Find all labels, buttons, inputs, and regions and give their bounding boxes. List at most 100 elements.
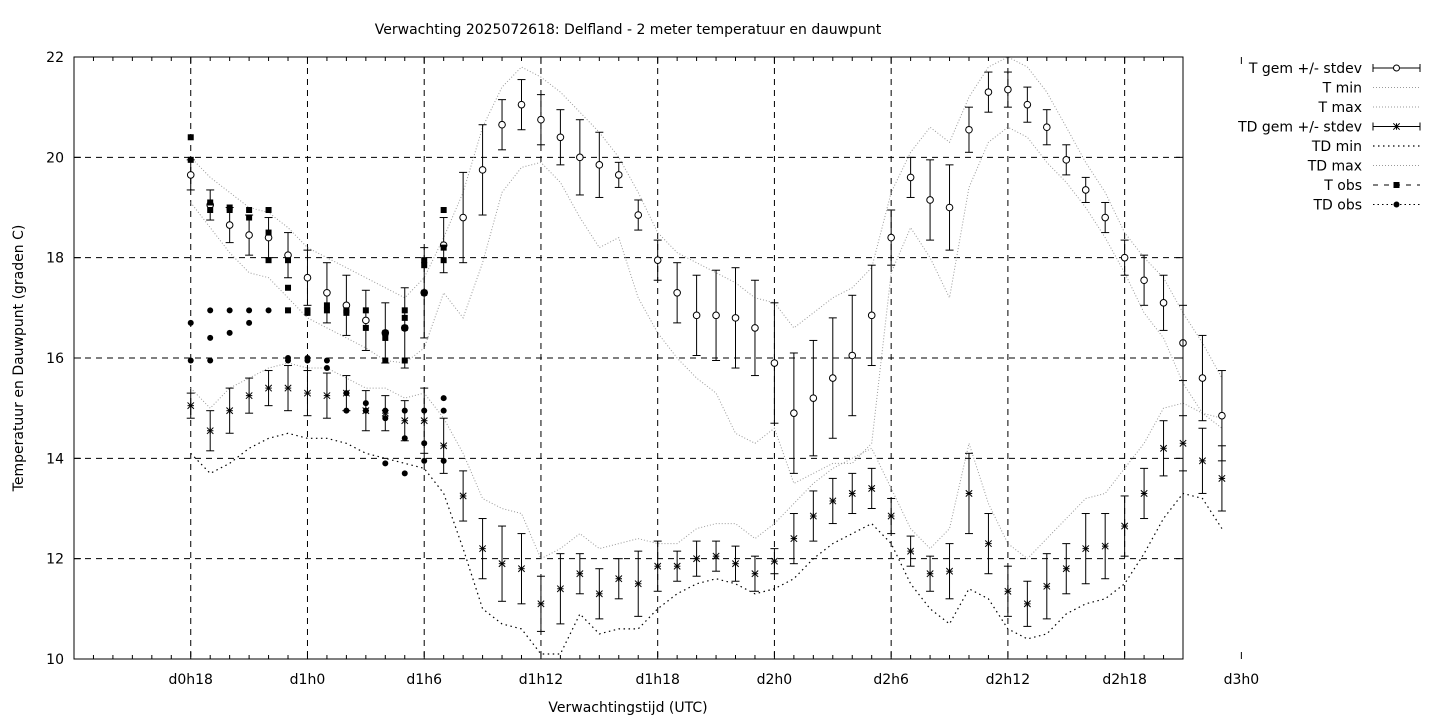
legend: T gem +/- stdev T min T max TD gem +/- stde… — [1237, 61, 1421, 214]
t-obs-point — [421, 289, 428, 296]
t-mean-point — [809, 339, 818, 457]
t-mean-point — [887, 209, 896, 266]
td-mean-point — [634, 550, 643, 617]
t-mean-point — [1159, 274, 1168, 331]
td-obs-point — [382, 460, 389, 467]
td-obs-point — [401, 435, 408, 442]
td-mean-point — [1062, 543, 1071, 595]
td-obs-point — [246, 307, 253, 314]
t-mean-point — [1120, 239, 1129, 276]
td-mean-point — [1198, 427, 1207, 494]
t-obs-point — [323, 302, 330, 309]
t-obs-point — [440, 257, 447, 264]
t-obs-point — [362, 324, 369, 331]
td-obs-point — [207, 307, 214, 314]
y-tick-label: 16 — [46, 351, 64, 367]
td-obs-point — [421, 457, 428, 464]
t-obs-point — [440, 207, 447, 214]
t-obs-point — [304, 309, 311, 316]
t-mean-point — [750, 279, 759, 377]
t-mean-point — [828, 317, 837, 439]
td-obs-point — [343, 407, 350, 414]
legend-item-td-min: TD min — [1311, 139, 1420, 155]
t-mean-point — [556, 109, 565, 166]
t-obs-point — [265, 229, 272, 236]
td-obs-point — [265, 307, 272, 314]
td-mean-point — [1081, 513, 1090, 585]
td-mean-point — [1003, 565, 1012, 617]
t-mean-point — [459, 171, 468, 264]
td-mean-point — [789, 513, 798, 565]
td-mean-point — [439, 417, 448, 474]
td-obs-point — [226, 329, 233, 336]
t-mean-point — [245, 214, 254, 256]
td-mean-point — [1042, 553, 1051, 620]
legend-label: TD max — [1307, 159, 1362, 175]
t-mean-point — [1198, 334, 1207, 422]
td-mean-point — [1217, 445, 1226, 512]
t-mean-point — [712, 269, 721, 362]
legend-label: TD obs — [1312, 198, 1362, 214]
t-obs-point — [265, 257, 272, 264]
t-obs-point — [265, 207, 272, 214]
td-obs-point — [207, 334, 214, 341]
t-obs-point — [382, 334, 389, 341]
td-mean-point — [926, 555, 935, 592]
y-tick-label: 20 — [46, 150, 64, 166]
td-mean-point — [1140, 467, 1149, 520]
t-mean-point — [186, 159, 195, 191]
x-tick-label: d1h0 — [290, 672, 326, 688]
td-mean-point — [1120, 495, 1129, 557]
td-obs-point — [304, 357, 311, 364]
x-tick-label: d2h12 — [986, 672, 1030, 688]
td-mean-point — [867, 467, 876, 509]
chart-title: Verwachting 2025072618: Delfland - 2 met… — [375, 22, 882, 38]
legend-item-td-mean: TD gem +/- stdev — [1237, 120, 1421, 136]
td-obs-point — [343, 390, 350, 397]
td-mean-point — [750, 555, 759, 592]
legend-item-t-obs: T obs — [1323, 178, 1420, 194]
t-mean-point — [692, 274, 701, 356]
td-mean-point — [536, 575, 545, 632]
t-mean-point — [1062, 144, 1071, 176]
t-obs-point — [187, 156, 194, 163]
t-mean-point — [361, 289, 370, 351]
y-axis-label: Temperatuur en Dauwpunt (graden C) — [11, 225, 27, 493]
td-mean-point — [964, 452, 973, 535]
td-mean-point — [809, 490, 818, 542]
td-obs-point — [382, 407, 389, 414]
t-mean-point — [536, 94, 545, 146]
t-mean-point — [595, 131, 604, 198]
x-tick-label: d1h6 — [406, 672, 442, 688]
t-mean-point — [1023, 86, 1032, 123]
t-obs-point — [421, 262, 428, 269]
t-mean-point — [926, 159, 935, 241]
td-mean-point — [478, 518, 487, 580]
t-obs-point — [323, 307, 330, 314]
td-mean-point — [906, 535, 915, 567]
legend-label: TD gem +/- stdev — [1237, 120, 1362, 136]
t-mean-point — [1042, 109, 1051, 146]
t-obs-point — [401, 324, 408, 331]
td-mean-point — [517, 533, 526, 605]
t-mean-point — [906, 156, 915, 198]
td-mean-point — [264, 370, 273, 407]
legend-item-t-min: T min — [1322, 81, 1420, 97]
t-mean-point — [984, 71, 993, 113]
t-obs-point — [207, 207, 214, 214]
t-obs-point — [401, 314, 408, 321]
td-mean-point — [303, 370, 312, 417]
t-mean-point — [945, 164, 954, 251]
t-mean-point — [731, 267, 740, 369]
y-tick-label: 14 — [46, 451, 64, 467]
td-mean-point — [206, 410, 215, 452]
y-tick-label: 12 — [46, 552, 64, 568]
td-obs-point — [246, 319, 253, 326]
td-mean-point — [1023, 580, 1032, 627]
x-tick-label: d3h0 — [1224, 672, 1260, 688]
td-obs-point — [362, 407, 369, 414]
td-mean-point — [828, 477, 837, 525]
td-mean-point — [186, 392, 195, 419]
td-mean-point — [322, 372, 331, 419]
